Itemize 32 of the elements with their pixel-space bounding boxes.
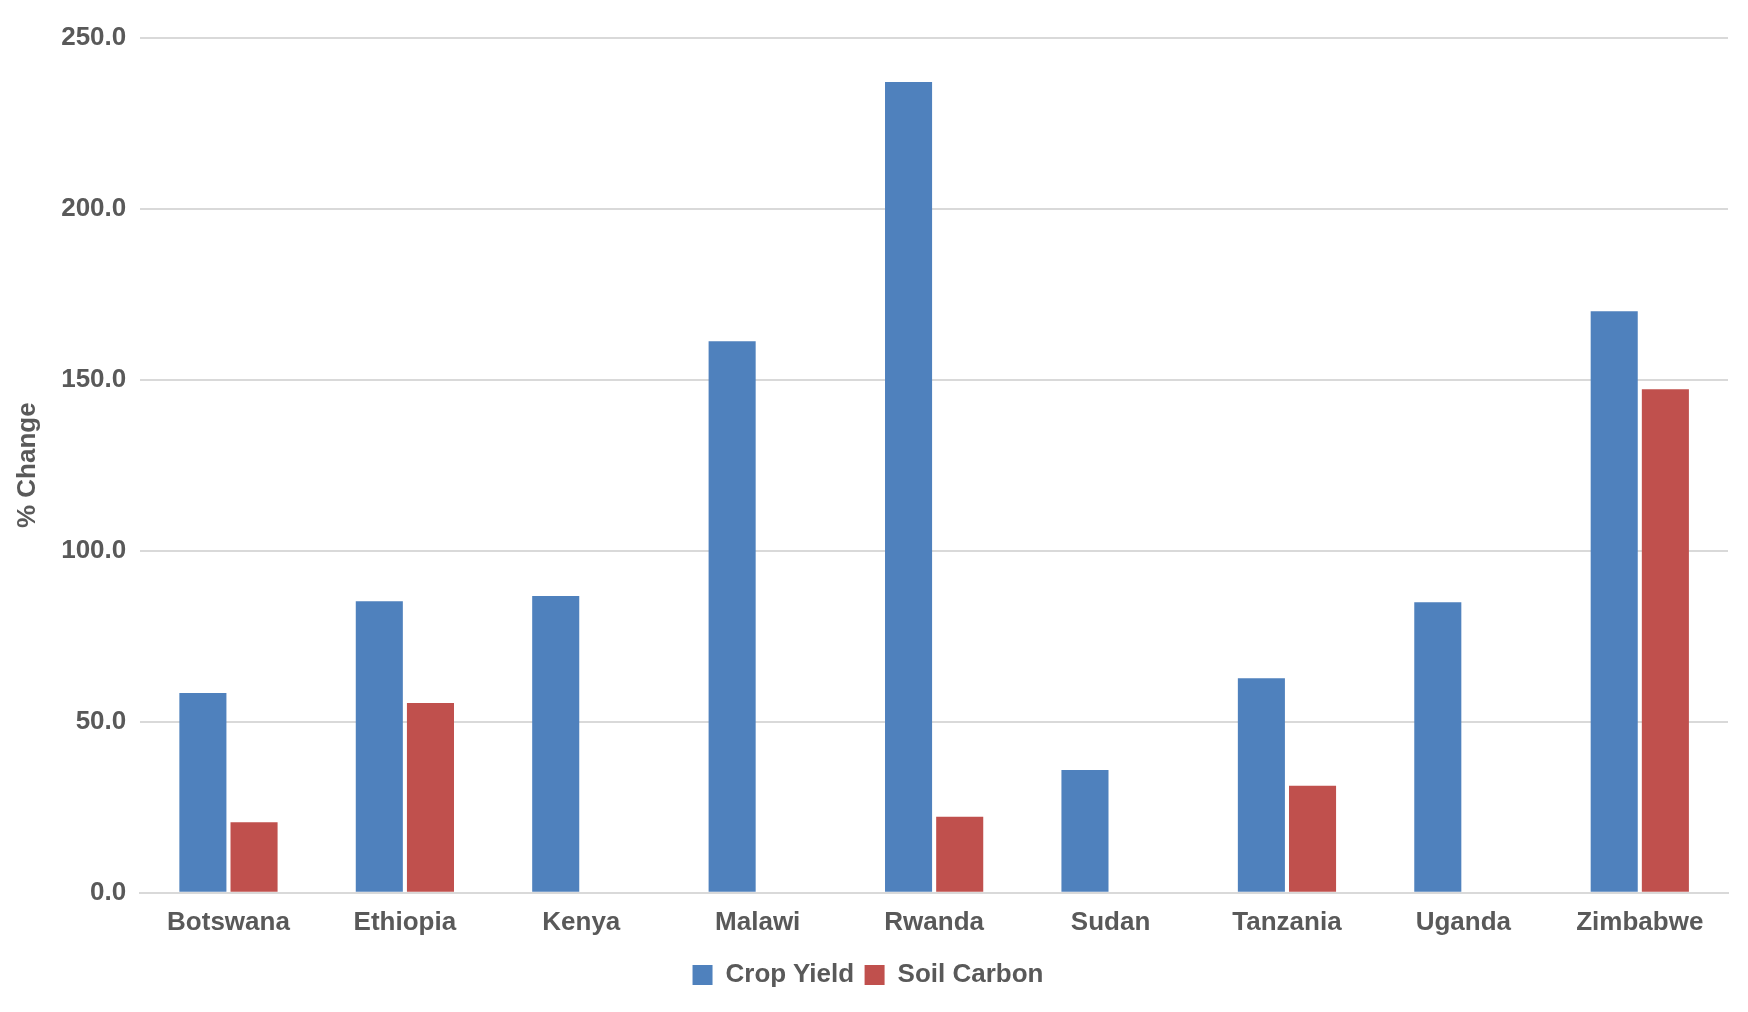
x-tick-label: Rwanda: [884, 905, 985, 936]
y-tick-label: 100.0: [61, 533, 127, 564]
bar: [885, 82, 933, 892]
x-tick-label: Botswana: [167, 905, 291, 936]
bar: [936, 816, 984, 892]
y-tick-label: 50.0: [75, 704, 127, 735]
y-tick-label: 250.0: [61, 20, 127, 51]
bar: [1237, 678, 1285, 892]
y-tick-label: 0.0: [90, 875, 127, 906]
y-axis-title: % Change: [10, 402, 41, 529]
bar: [1641, 389, 1689, 892]
x-tick-label: Kenya: [542, 905, 621, 936]
bar: [179, 693, 227, 892]
legend-label: Soil Carbon: [897, 958, 1044, 989]
x-tick-label: Uganda: [1415, 905, 1512, 936]
bar: [406, 702, 454, 892]
x-tick-label: Tanzania: [1232, 905, 1343, 936]
bar: [1590, 311, 1638, 892]
bar: [708, 341, 756, 892]
bar: [355, 601, 403, 892]
bar: [1414, 602, 1462, 892]
bar: [1289, 785, 1337, 892]
x-tick-label: Ethiopia: [353, 905, 457, 936]
bar: [1061, 769, 1109, 892]
y-tick-label: 150.0: [61, 362, 127, 393]
x-tick-label: Malawi: [715, 905, 801, 936]
x-tick-label: Zimbabwe: [1576, 905, 1704, 936]
legend-label: Crop Yield: [725, 958, 855, 989]
bar: [532, 595, 580, 892]
bar: [230, 822, 278, 892]
x-tick-label: Sudan: [1070, 905, 1151, 936]
y-tick-label: 200.0: [61, 191, 127, 222]
